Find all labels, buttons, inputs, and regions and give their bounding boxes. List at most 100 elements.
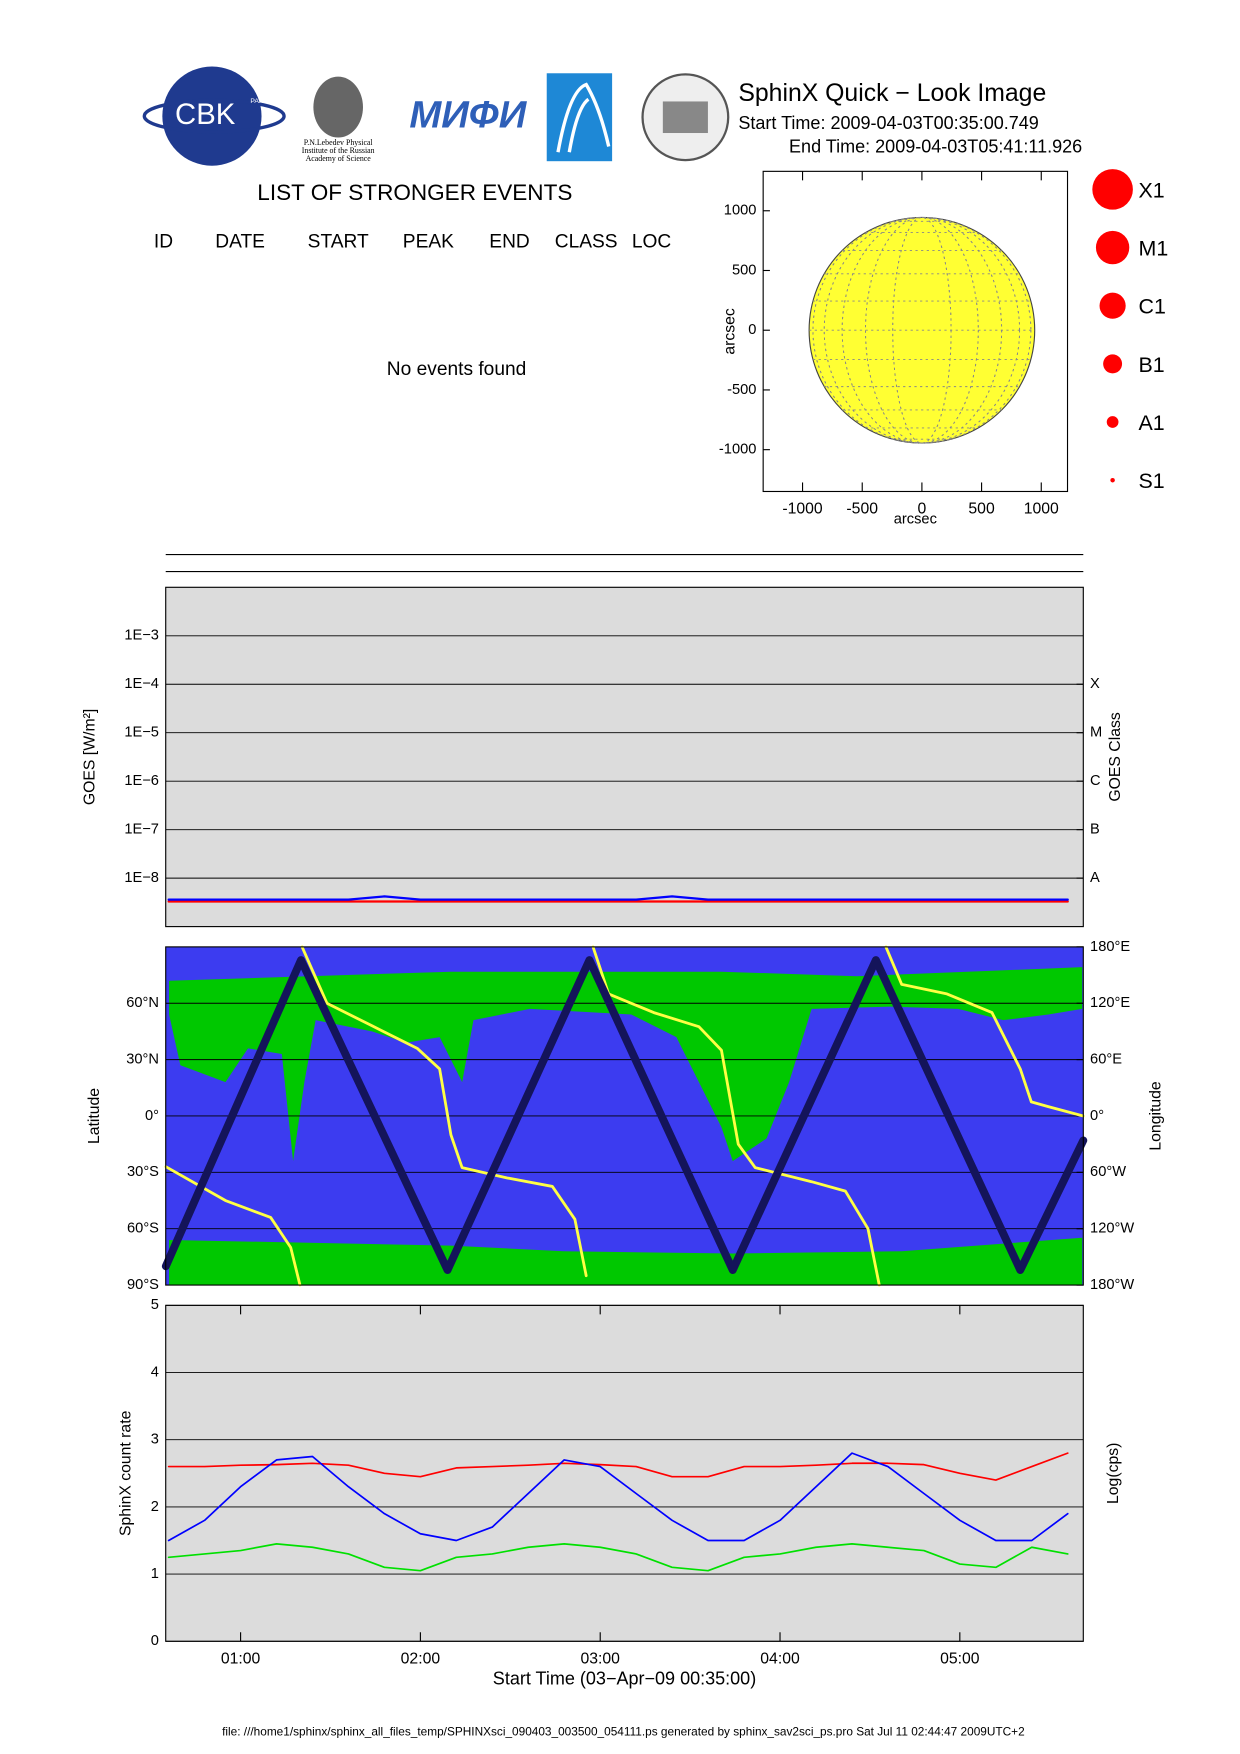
y-tick-label: 1E−3 (124, 628, 159, 644)
x-tick-label: 500 (968, 501, 995, 518)
plot-frame (762, 170, 1069, 493)
logo-arcs (556, 82, 611, 153)
y-tick-label: 0° (145, 1108, 159, 1124)
y2-tick-label: 180°W (1090, 1277, 1134, 1293)
y-tick-label: 1E−5 (124, 725, 159, 741)
column-header: CLASS (555, 231, 618, 252)
x-tick-label: 02:00 (401, 1650, 441, 1667)
y2-tick-label: 120°W (1090, 1221, 1134, 1237)
y2-tick-label: 180°E (1090, 939, 1130, 955)
y-tick-label: 60°N (126, 995, 159, 1011)
y-tick-label: 1E−6 (124, 773, 159, 789)
y2-tick-label: 60°E (1090, 1051, 1122, 1067)
series-line (167, 1452, 1069, 1481)
seal-building (662, 101, 708, 134)
column-header: DATE (215, 231, 265, 252)
column-header: END (489, 231, 529, 252)
legend-label: B1 (1139, 353, 1165, 377)
y2-tick-label: 120°E (1090, 995, 1130, 1011)
page-title: SphinX Quick − Look Image (738, 80, 1046, 107)
x-tick-label: 04:00 (760, 1650, 800, 1667)
x-tick-label: -500 (846, 501, 878, 518)
x-tick-label: 0 (918, 501, 927, 518)
series-line (167, 1452, 1069, 1542)
y-tick-label: 5 (151, 1297, 159, 1313)
y-tick-label: 2 (151, 1499, 159, 1515)
y-tick-label: 3 (151, 1432, 159, 1448)
y2-tick-label: C (1090, 773, 1101, 789)
mifi-logo: МИФИ (409, 93, 527, 136)
x-tick-label: 01:00 (221, 1650, 261, 1667)
end-time: End Time: 2009-04-03T05:41:11.926 (789, 136, 1082, 156)
plot-frame (165, 1304, 1084, 1642)
footer: file: ///home1/sphinx/sphinx_all_files_t… (222, 1725, 1025, 1739)
column-header: START (308, 231, 369, 252)
legend-marker (1095, 230, 1130, 265)
series-line (161, 956, 1088, 1275)
y-tick-label: 1E−4 (124, 676, 159, 692)
y-tick-label: -1000 (719, 442, 756, 458)
x-tick-label: 03:00 (580, 1650, 620, 1667)
x-axis-label: arcsec (894, 512, 937, 528)
legend-label: X1 (1139, 178, 1165, 202)
goes-background (165, 587, 1084, 927)
disk-meridian (812, 216, 1032, 444)
cbk-sub: PAN (250, 98, 264, 105)
x-tick-label: 1000 (1024, 501, 1059, 518)
y2-tick-label: 0° (1090, 1108, 1104, 1124)
disk-meridian (841, 216, 1003, 444)
legend-label: M1 (1139, 236, 1169, 260)
cbk-orbit (142, 98, 286, 134)
y2-axis-label: GOES Class (1107, 712, 1124, 801)
x-tick-label: -1000 (782, 501, 823, 518)
y-tick-label: 30°S (127, 1164, 159, 1180)
y-tick-label: 0 (151, 1633, 159, 1649)
legend-label: S1 (1139, 469, 1165, 493)
series-line (167, 1543, 1069, 1572)
y2-tick-label: 60°W (1090, 1164, 1126, 1180)
plot-frame (165, 946, 1084, 1286)
y-tick-label: 0 (748, 322, 756, 338)
radiation-region (169, 967, 1083, 1162)
x-tick-label: 05:00 (940, 1650, 980, 1667)
y-tick-label: 1E−7 (124, 822, 159, 838)
y-tick-label: 1000 (724, 203, 757, 219)
column-header: LOC (632, 231, 672, 252)
column-header: ID (154, 231, 173, 252)
y2-axis-label: Longitude (1148, 1081, 1165, 1150)
lebedev-caption: Institute of the Russian (302, 146, 375, 155)
lebedev-caption: Academy of Science (306, 154, 372, 163)
start-time: Start Time: 2009-04-03T00:35:00.749 (738, 113, 1038, 133)
legend-marker (1103, 354, 1123, 374)
events-title: LIST OF STRONGER EVENTS (257, 180, 572, 205)
y-tick-label: 4 (151, 1364, 159, 1380)
y-tick-label: 1E−8 (124, 870, 159, 886)
y-tick-label: 500 (732, 262, 756, 278)
legend-label: A1 (1139, 411, 1165, 435)
y2-axis-label: Log(cps) (1105, 1443, 1122, 1504)
logos: CBK PAN P.N.Lebedev Physical Institute o… (142, 66, 730, 166)
cbk-text: CBK (175, 98, 236, 131)
lebedev-caption: P.N.Lebedev Physical (304, 138, 374, 147)
x-axis-label: Start Time (03−Apr−09 00:35:00) (493, 1668, 756, 1688)
cbk-logo (162, 66, 262, 166)
lebedev-portrait (313, 76, 363, 138)
radiation-region (169, 1237, 1083, 1286)
plot-frame (165, 586, 1084, 928)
column-header: PEAK (403, 231, 454, 252)
series-line (164, 945, 1085, 1287)
legend-label: C1 (1139, 295, 1166, 319)
y-axis-label: GOES [W/m²] (81, 709, 98, 805)
legend-marker (1099, 292, 1126, 319)
y-axis-label: Latitude (86, 1088, 103, 1144)
y-tick-label: 30°N (126, 1051, 159, 1067)
y-tick-label: 60°S (127, 1221, 159, 1237)
legend-marker (1106, 416, 1119, 428)
y-tick-label: 90°S (127, 1277, 159, 1293)
y2-tick-label: A (1090, 870, 1100, 886)
counts-background (165, 1305, 1084, 1642)
disk-meridian (892, 216, 952, 444)
legend-marker (1110, 477, 1115, 483)
y2-tick-label: X (1090, 676, 1100, 692)
events-message: No events found (387, 359, 527, 380)
